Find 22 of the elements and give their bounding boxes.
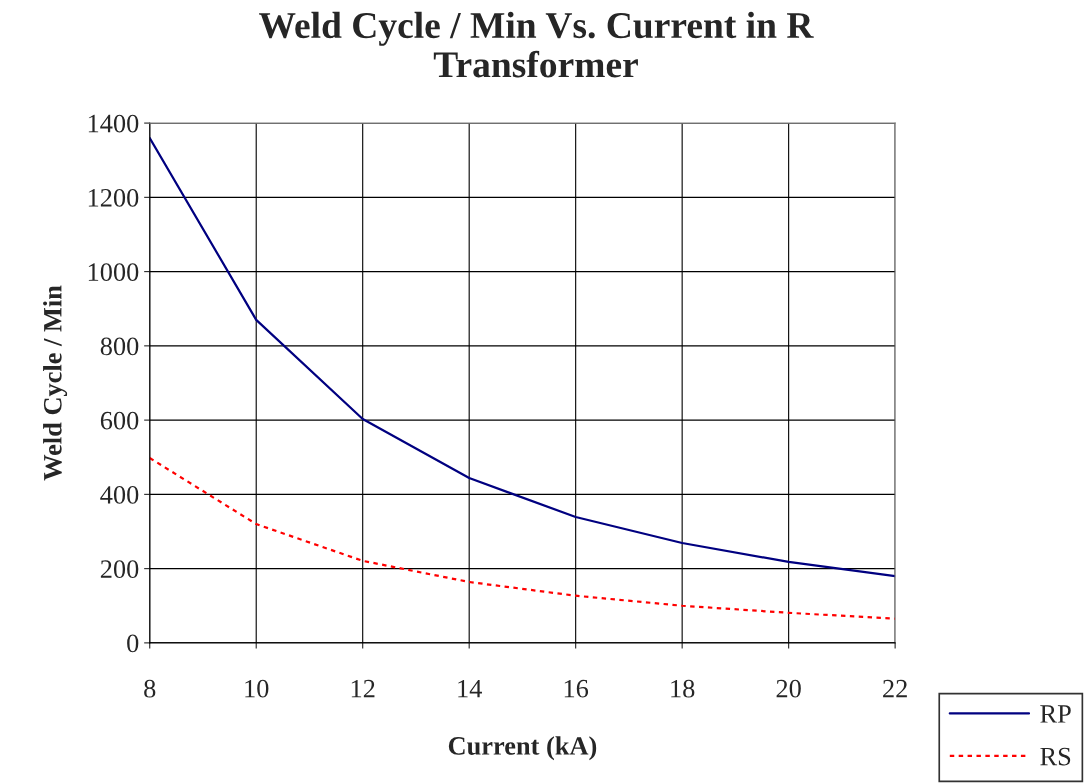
- x-tick-label: 8: [144, 679, 156, 698]
- y-tick-label: 0: [127, 634, 139, 653]
- legend-label: RP: [1040, 705, 1071, 723]
- chart-title: Weld Cycle / Min Vs. Current in R Transformer: [259, 11, 814, 78]
- y-tick-label: 600: [100, 411, 139, 430]
- line-series: [149, 136, 896, 578]
- x-tick-label: 12: [351, 679, 375, 698]
- y-tick-label: 1000: [88, 263, 139, 282]
- x-tick-label: 14: [458, 679, 482, 698]
- legend-label: RS: [1040, 747, 1071, 766]
- y-tick-label: 800: [100, 337, 139, 356]
- x-tick-label: 18: [671, 679, 695, 698]
- y-tick-label: 1200: [88, 188, 139, 207]
- x-axis-title: Current (kA): [448, 736, 597, 761]
- y-axis-title: Weld Cycle / Min: [43, 285, 68, 481]
- y-tick-label: 400: [100, 485, 139, 504]
- y-tick-label: 200: [100, 560, 139, 579]
- x-tick-label: 20: [776, 679, 801, 698]
- x-tick-label: 10: [245, 679, 269, 698]
- x-tick-label: 16: [564, 679, 589, 698]
- x-tick-label: 22: [883, 679, 907, 698]
- y-tick-label: 1400: [88, 114, 139, 133]
